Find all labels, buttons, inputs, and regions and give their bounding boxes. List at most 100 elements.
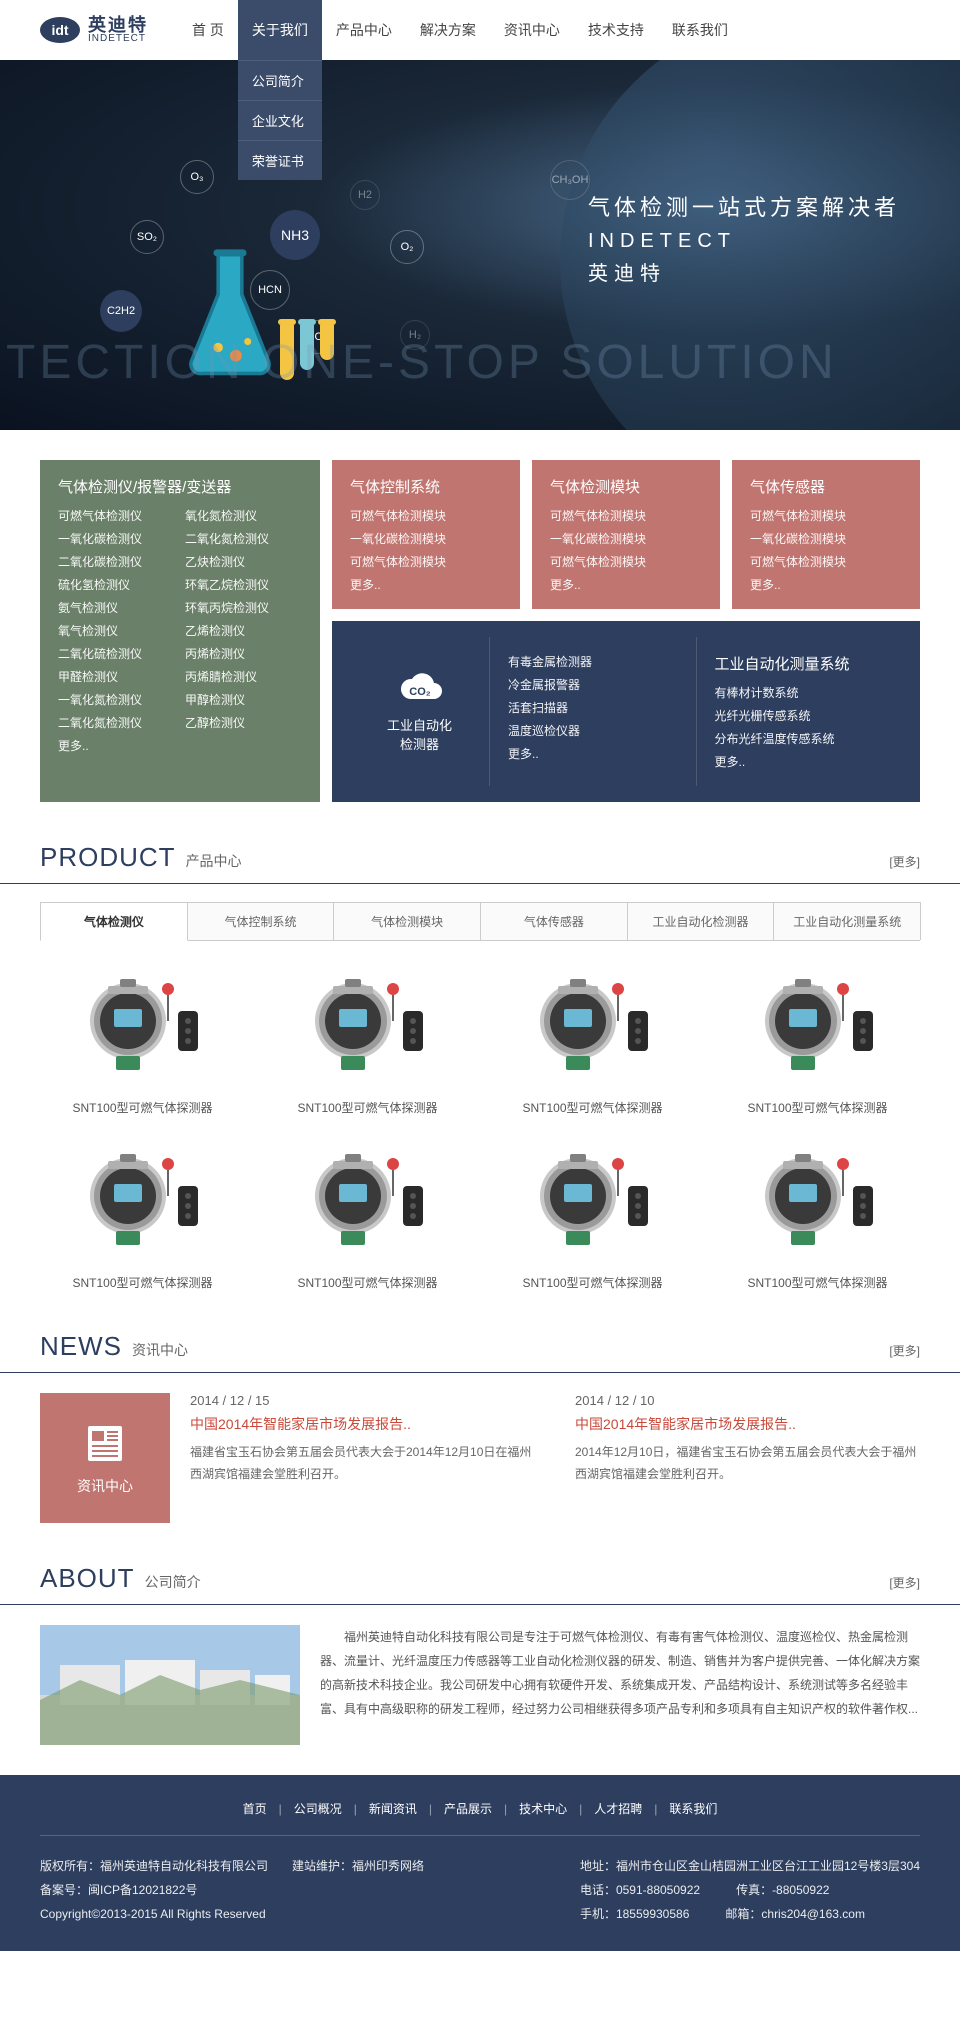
nav-contact[interactable]: 联系我们: [658, 0, 742, 60]
category-item[interactable]: 可燃气体检测模块: [350, 507, 502, 524]
about-dropdown: 公司简介 企业文化 荣誉证书: [238, 60, 322, 180]
product-card[interactable]: SNT100型可燃气体探测器: [265, 1136, 470, 1291]
section-title-en: ABOUT: [40, 1563, 135, 1594]
footer-link[interactable]: 首页: [243, 1802, 267, 1816]
footer-icp: 备案号：闽ICP备12021822号: [40, 1878, 424, 1902]
category-item[interactable]: 乙炔检测仪: [185, 553, 302, 570]
product-image: [715, 961, 920, 1091]
product-tab[interactable]: 气体控制系统: [187, 902, 335, 940]
category-item[interactable]: 可燃气体检测仪: [58, 507, 175, 524]
category-item[interactable]: 二氧化氮检测仪: [185, 530, 302, 547]
category-item[interactable]: 氧化氮检测仪: [185, 507, 302, 524]
product-name: SNT100型可燃气体探测器: [265, 1099, 470, 1116]
nav-solutions[interactable]: 解决方案: [406, 0, 490, 60]
category-item[interactable]: 可燃气体检测模块: [550, 507, 702, 524]
more-link[interactable]: [更多]: [889, 1342, 920, 1359]
about-body: 福州英迪特自动化科技有限公司是专注于可燃气体检测仪、有毒有害气体检测仪、温度巡检…: [0, 1605, 960, 1775]
about-text: 福州英迪特自动化科技有限公司是专注于可燃气体检测仪、有毒有害气体检测仪、温度巡检…: [320, 1625, 920, 1745]
footer-link[interactable]: 人才招聘: [594, 1802, 642, 1816]
news-badge-label: 资讯中心: [77, 1476, 133, 1496]
category-item[interactable]: 二氧化碳检测仪: [58, 553, 175, 570]
category-item[interactable]: 一氧化氮检测仪: [58, 691, 175, 708]
category-item[interactable]: 温度巡检仪器: [508, 722, 678, 739]
news-item[interactable]: 2014 / 12 / 15中国2014年智能家居市场发展报告..福建省宝玉石协…: [190, 1393, 535, 1523]
news-date: 2014 / 12 / 15: [190, 1393, 535, 1408]
product-tab[interactable]: 工业自动化检测器: [627, 902, 775, 940]
product-tab[interactable]: 气体检测模块: [333, 902, 481, 940]
nav-support[interactable]: 技术支持: [574, 0, 658, 60]
product-tab[interactable]: 气体检测仪: [40, 902, 188, 941]
category-item[interactable]: 更多..: [508, 745, 678, 762]
category-item[interactable]: 丙烯检测仪: [185, 645, 302, 662]
product-card[interactable]: SNT100型可燃气体探测器: [40, 1136, 245, 1291]
category-item[interactable]: 环氧丙烷检测仪: [185, 599, 302, 616]
category-item[interactable]: 更多..: [715, 753, 885, 770]
dropdown-culture[interactable]: 企业文化: [238, 100, 322, 140]
category-title: 气体检测仪/报警器/变送器: [58, 476, 302, 497]
category-item[interactable]: 一氧化碳检测模块: [550, 530, 702, 547]
product-tab[interactable]: 工业自动化测量系统: [773, 902, 921, 940]
footer-link[interactable]: 新闻资讯: [369, 1802, 417, 1816]
product-image: [40, 961, 245, 1091]
product-tab[interactable]: 气体传感器: [480, 902, 628, 940]
product-name: SNT100型可燃气体探测器: [265, 1274, 470, 1291]
news-item[interactable]: 2014 / 12 / 10中国2014年智能家居市场发展报告..2014年12…: [575, 1393, 920, 1523]
category-item[interactable]: 氨气检测仪: [58, 599, 175, 616]
footer-link[interactable]: 产品展示: [444, 1802, 492, 1816]
category-item[interactable]: 乙烯检测仪: [185, 622, 302, 639]
category-item[interactable]: 光纤光栅传感系统: [715, 707, 885, 724]
product-card[interactable]: SNT100型可燃气体探测器: [265, 961, 470, 1116]
footer-link[interactable]: 联系我们: [669, 1802, 717, 1816]
news-section-header: NEWS 资讯中心 [更多]: [0, 1311, 960, 1373]
nav-news[interactable]: 资讯中心: [490, 0, 574, 60]
product-card[interactable]: SNT100型可燃气体探测器: [715, 1136, 920, 1291]
category-item[interactable]: 一氧化碳检测模块: [350, 530, 502, 547]
logo[interactable]: idt 英迪特 INDETECT: [40, 16, 148, 44]
category-item[interactable]: 更多..: [750, 576, 902, 593]
news-desc: 福建省宝玉石协会第五届会员代表大会于2014年12月10日在福州西湖宾馆福建会堂…: [190, 1442, 535, 1485]
category-item[interactable]: 一氧化碳检测仪: [58, 530, 175, 547]
category-title: 工业自动化测量系统: [715, 653, 885, 674]
category-item[interactable]: 二氧化氮检测仪: [58, 714, 175, 731]
category-item[interactable]: 二氧化硫检测仪: [58, 645, 175, 662]
footer-link[interactable]: 技术中心: [519, 1802, 567, 1816]
nav-home[interactable]: 首 页: [178, 0, 238, 60]
product-card[interactable]: SNT100型可燃气体探测器: [490, 961, 695, 1116]
category-item[interactable]: 甲醇检测仪: [185, 691, 302, 708]
category-item[interactable]: 氧气检测仪: [58, 622, 175, 639]
product-card[interactable]: SNT100型可燃气体探测器: [40, 961, 245, 1116]
category-item[interactable]: 有棒材计数系统: [715, 684, 885, 701]
category-item[interactable]: 可燃气体检测模块: [750, 507, 902, 524]
footer-links: 首页|公司概况|新闻资讯|产品展示|技术中心|人才招聘|联系我们: [40, 1800, 920, 1836]
category-item[interactable]: 一氧化碳检测模块: [750, 530, 902, 547]
category-item[interactable]: 更多..: [350, 576, 502, 593]
category-item[interactable]: 活套扫描器: [508, 699, 678, 716]
category-item[interactable]: 可燃气体检测模块: [750, 553, 902, 570]
section-title-cn: 产品中心: [186, 851, 242, 871]
nav-products[interactable]: 产品中心: [322, 0, 406, 60]
category-item[interactable]: 更多..: [58, 737, 175, 754]
category-item[interactable]: 有毒金属检测器: [508, 653, 678, 670]
category-item[interactable]: 硫化氢检测仪: [58, 576, 175, 593]
footer-link[interactable]: 公司概况: [294, 1802, 342, 1816]
news-title: 中国2014年智能家居市场发展报告..: [575, 1414, 920, 1434]
dropdown-intro[interactable]: 公司简介: [238, 60, 322, 100]
category-item[interactable]: 甲醛检测仪: [58, 668, 175, 685]
dropdown-honor[interactable]: 荣誉证书: [238, 140, 322, 180]
category-item[interactable]: 丙烯腈检测仪: [185, 668, 302, 685]
category-item[interactable]: 环氧乙烷检测仪: [185, 576, 302, 593]
category-item[interactable]: 乙醇检测仪: [185, 714, 302, 731]
more-link[interactable]: [更多]: [889, 1574, 920, 1591]
category-item[interactable]: 可燃气体检测模块: [350, 553, 502, 570]
product-card[interactable]: SNT100型可燃气体探测器: [490, 1136, 695, 1291]
category-item[interactable]: 分布光纤温度传感系统: [715, 730, 885, 747]
hero-subtitle-en: INDETECT: [588, 230, 900, 253]
category-item[interactable]: 冷金属报警器: [508, 676, 678, 693]
nav-about[interactable]: 关于我们 公司简介 企业文化 荣誉证书: [238, 0, 322, 60]
category-item[interactable]: 可燃气体检测模块: [550, 553, 702, 570]
more-link[interactable]: [更多]: [889, 853, 920, 870]
footer-phone: 电话：0591-88050922: [580, 1883, 700, 1897]
molecule-icon: CH₃OH: [550, 160, 590, 200]
category-item[interactable]: 更多..: [550, 576, 702, 593]
product-card[interactable]: SNT100型可燃气体探测器: [715, 961, 920, 1116]
